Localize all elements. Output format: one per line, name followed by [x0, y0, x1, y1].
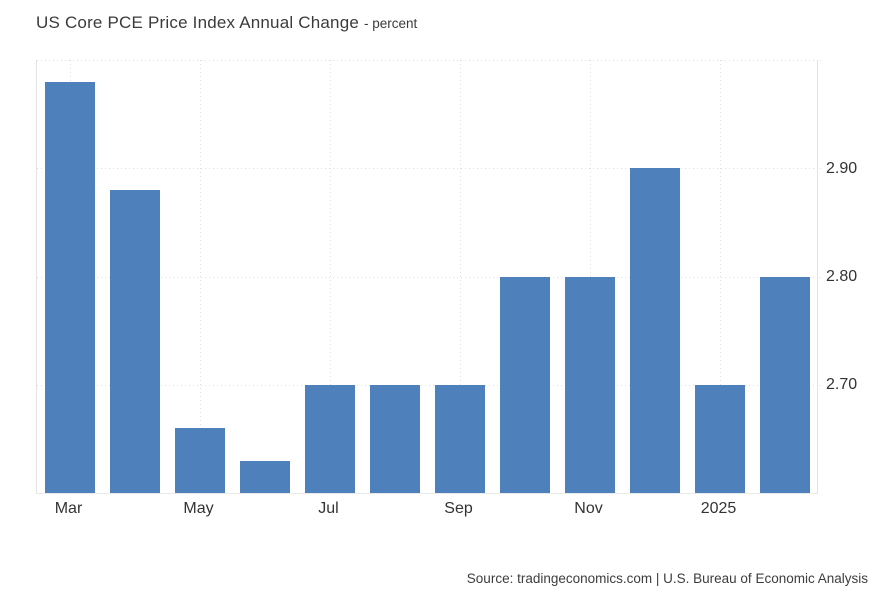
- x-axis-label: 2025: [700, 500, 737, 517]
- bar[interactable]: [759, 276, 810, 493]
- chart-title: US Core PCE Price Index Annual Change: [36, 13, 360, 32]
- bar[interactable]: [44, 81, 95, 493]
- gridline-horizontal: [37, 168, 817, 170]
- bar[interactable]: [239, 460, 290, 493]
- source-text: Source: tradingeconomics.com | U.S. Bure…: [466, 571, 868, 586]
- bar[interactable]: [434, 384, 485, 493]
- y-axis-tick: [817, 168, 823, 170]
- gridline-horizontal: [37, 60, 817, 61]
- bar[interactable]: [564, 276, 615, 493]
- y-axis-label: 2.80: [826, 268, 858, 285]
- gridline-vertical: [329, 60, 331, 493]
- chart-subtitle: - percent: [364, 16, 418, 31]
- x-axis-label: May: [183, 500, 214, 517]
- plot-area: [36, 60, 823, 494]
- gridline-horizontal: [37, 276, 817, 278]
- gridline-vertical: [199, 60, 201, 493]
- x-axis-label: Nov: [574, 500, 603, 517]
- bar[interactable]: [109, 189, 160, 493]
- bar[interactable]: [174, 428, 225, 493]
- y-axis-label: 2.90: [826, 159, 858, 177]
- chart-title-row: US Core PCE Price Index Annual Change - p…: [36, 13, 417, 33]
- y-axis-label: 2.70: [826, 376, 858, 394]
- gridline-horizontal: [37, 384, 817, 386]
- y-axis-tick: [817, 276, 823, 278]
- y-axis-tick: [817, 384, 823, 386]
- gridline-vertical: [459, 60, 461, 493]
- x-axis-label: Sep: [444, 500, 473, 517]
- bar[interactable]: [369, 384, 420, 493]
- x-axis-label: Jul: [318, 500, 339, 517]
- y-axis-tick: [817, 60, 823, 61]
- gridline-vertical: [719, 60, 721, 493]
- bar[interactable]: [694, 384, 745, 493]
- bar[interactable]: [304, 384, 355, 493]
- bar[interactable]: [629, 168, 680, 493]
- x-axis-label: Mar: [54, 500, 83, 517]
- bar[interactable]: [499, 276, 550, 493]
